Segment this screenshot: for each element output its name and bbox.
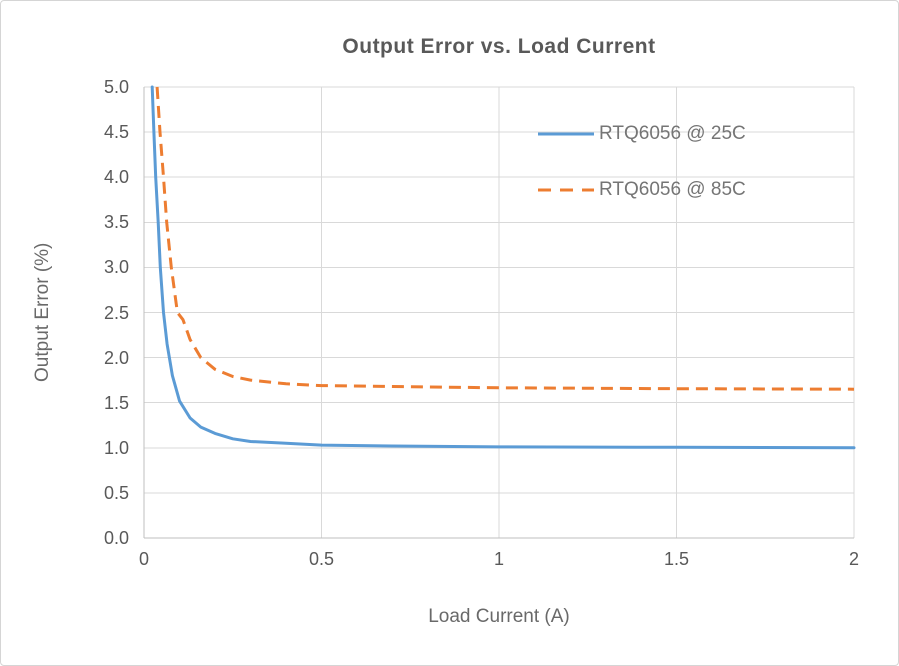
- y-tick-label: 3.0: [103, 257, 129, 278]
- y-tick-label: 1.0: [103, 437, 129, 458]
- y-tick-label: 4.0: [103, 167, 129, 188]
- legend-label: RTQ6056 @ 85C: [599, 179, 746, 200]
- x-axis-title: Load Current (A): [428, 606, 570, 627]
- y-tick-label: 0.0: [103, 528, 129, 548]
- x-tick-label: 1: [493, 549, 504, 569]
- x-tick-label: 0: [138, 549, 149, 569]
- plot-area: [143, 85, 856, 539]
- x-tick-label: 0.5: [308, 549, 335, 569]
- x-axis-tick-labels: 0 0.5 1 1.5 2: [139, 548, 859, 572]
- y-tick-label: 4.5: [103, 122, 129, 143]
- legend-swatch-dashed-line-icon: [538, 188, 594, 192]
- x-tick-label: 2: [848, 549, 859, 569]
- series-line-0: [150, 85, 856, 450]
- y-tick-label: 1.5: [103, 392, 129, 413]
- x-tick-label: 1.5: [663, 549, 690, 569]
- series-line-1: [155, 86, 855, 391]
- y-tick-label: 2.5: [103, 302, 129, 323]
- legend-swatch-solid-line-icon: [538, 132, 594, 136]
- y-tick-label: 2.0: [103, 347, 129, 368]
- legend-item-25c: RTQ6056 @ 25C: [538, 121, 746, 147]
- y-tick-label: 5.0: [103, 77, 129, 97]
- legend: RTQ6056 @ 25C RTQ6056 @ 85C: [538, 121, 746, 203]
- chart-plot-svg: [143, 85, 856, 539]
- y-axis-tick-labels: 0.0 0.5 1.0 1.5 2.0 2.5 3.0 3.5 4.0 4.5 5.0: [1, 77, 129, 548]
- y-tick-label: 3.5: [103, 212, 129, 233]
- y-tick-label: 0.5: [103, 482, 129, 503]
- legend-label: RTQ6056 @ 25C: [599, 123, 746, 144]
- chart-title: Output Error vs. Load Current: [342, 35, 656, 58]
- legend-item-85c: RTQ6056 @ 85C: [538, 177, 746, 203]
